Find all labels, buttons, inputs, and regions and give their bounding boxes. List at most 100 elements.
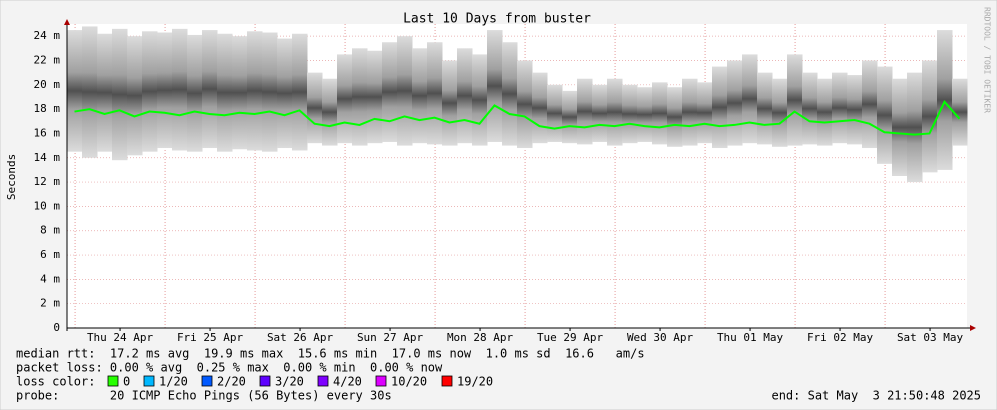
loss-swatch bbox=[201, 375, 213, 387]
smoke-band bbox=[67, 30, 83, 152]
smoke-band bbox=[112, 28, 128, 161]
smoke-band bbox=[772, 78, 788, 147]
smoke-band bbox=[877, 66, 893, 164]
smoke-band bbox=[262, 32, 278, 152]
y-tick-label: 6 m bbox=[40, 248, 60, 261]
loss-swatch-label: 0 bbox=[123, 375, 130, 389]
y-arrow bbox=[64, 19, 70, 25]
smoke-band bbox=[517, 60, 533, 149]
smoke-band bbox=[742, 54, 758, 144]
x-tick-label: Wed 30 Apr bbox=[627, 331, 694, 344]
smoke-band bbox=[622, 84, 638, 144]
smoke-band bbox=[802, 72, 818, 145]
smoke-band bbox=[442, 60, 458, 146]
smoke-band bbox=[667, 87, 683, 147]
smoke-band bbox=[247, 31, 263, 151]
smoke-band bbox=[472, 54, 488, 146]
loss-swatch bbox=[441, 375, 453, 387]
x-arrow bbox=[970, 325, 976, 331]
smoke-band bbox=[592, 84, 608, 142]
smoke-band bbox=[142, 31, 158, 152]
smoke-band bbox=[907, 72, 923, 183]
loss-swatch bbox=[375, 375, 387, 387]
y-tick-label: 20 m bbox=[34, 78, 61, 91]
smoke-band bbox=[892, 78, 908, 176]
smoke-band bbox=[457, 48, 473, 144]
loss-swatch bbox=[259, 375, 271, 387]
x-tick-label: Thu 01 May bbox=[717, 331, 784, 344]
loss-swatch-label: 19/20 bbox=[457, 375, 493, 389]
loss-label: loss color: bbox=[16, 375, 95, 389]
smoke-band bbox=[202, 30, 218, 149]
y-axis-label: Seconds bbox=[5, 154, 18, 200]
smoke-band bbox=[607, 78, 623, 146]
x-tick-label: Sat 03 May bbox=[897, 331, 964, 344]
smoke-band bbox=[577, 78, 593, 145]
smoke-band bbox=[832, 72, 848, 144]
smoke-band bbox=[532, 72, 548, 144]
y-tick-label: 0 bbox=[53, 321, 60, 334]
smoke-band bbox=[97, 33, 113, 152]
loss-swatch bbox=[107, 375, 119, 387]
chart-title: Last 10 Days from buster bbox=[403, 12, 591, 27]
smoke-band bbox=[322, 78, 338, 146]
smoke-band bbox=[937, 30, 953, 170]
smoke-band bbox=[682, 78, 698, 146]
loss-swatch bbox=[143, 375, 155, 387]
smoke-band bbox=[292, 33, 308, 151]
end-time: end: Sat May 3 21:50:48 2025 bbox=[771, 389, 981, 403]
smoke-band bbox=[487, 30, 503, 142]
smoke-band bbox=[382, 42, 398, 142]
x-tick-label: Fri 25 Apr bbox=[177, 331, 244, 344]
loss-swatch-label: 3/20 bbox=[275, 375, 304, 389]
smoke-band bbox=[502, 42, 518, 146]
smoke-band bbox=[637, 87, 653, 142]
smoke-band bbox=[217, 33, 233, 152]
smoke-band bbox=[862, 60, 878, 149]
loss-swatch-label: 4/20 bbox=[333, 375, 362, 389]
y-tick-label: 18 m bbox=[34, 102, 61, 115]
smoke-band bbox=[922, 60, 938, 173]
y-tick-label: 22 m bbox=[34, 53, 61, 66]
x-tick-label: Tue 29 Apr bbox=[537, 331, 604, 344]
smoke-band bbox=[427, 42, 443, 145]
smoke-band bbox=[412, 48, 428, 144]
x-tick-label: Thu 24 Apr bbox=[87, 331, 154, 344]
smoke-band bbox=[787, 54, 803, 146]
y-tick-label: 12 m bbox=[34, 175, 61, 188]
smoke-band bbox=[562, 90, 578, 144]
smoke-band bbox=[847, 75, 863, 145]
y-tick-label: 2 m bbox=[40, 297, 60, 310]
smoke-band bbox=[232, 36, 248, 150]
loss-swatch-label: 2/20 bbox=[217, 375, 246, 389]
y-tick-label: 16 m bbox=[34, 126, 61, 139]
smoke-band bbox=[307, 72, 323, 144]
smoke-band bbox=[757, 72, 773, 145]
smoke-band bbox=[157, 32, 173, 149]
smoke-band bbox=[277, 38, 293, 149]
smoke-band bbox=[727, 60, 743, 146]
smoke-band bbox=[367, 50, 383, 144]
y-tick-label: 8 m bbox=[40, 224, 60, 237]
smoke-band bbox=[712, 66, 728, 149]
smoke-band bbox=[817, 78, 833, 146]
y-tick-label: 24 m bbox=[34, 29, 61, 42]
smoke-band bbox=[127, 36, 143, 156]
smoke-band bbox=[337, 54, 353, 144]
smoke-band bbox=[187, 34, 203, 152]
y-tick-label: 10 m bbox=[34, 199, 61, 212]
loss-swatch-label: 1/20 bbox=[159, 375, 188, 389]
median-line bbox=[74, 100, 961, 136]
smoke-band bbox=[952, 78, 968, 146]
credit: RRDTOOL / TOBI OETIKER bbox=[983, 7, 992, 113]
smoke-band bbox=[652, 82, 668, 145]
smoke-band bbox=[172, 28, 188, 151]
loss-swatch bbox=[317, 375, 329, 387]
smoke-band bbox=[397, 36, 413, 146]
smoke-band bbox=[82, 26, 98, 158]
x-tick-label: Fri 02 May bbox=[807, 331, 874, 344]
stats-loss: packet loss: 0.00 % avg 0.25 % max 0.00 … bbox=[16, 361, 443, 375]
smoke-band bbox=[352, 48, 368, 146]
stats-rtt: median rtt: 17.2 ms avg 19.9 ms max 15.6… bbox=[16, 347, 645, 361]
